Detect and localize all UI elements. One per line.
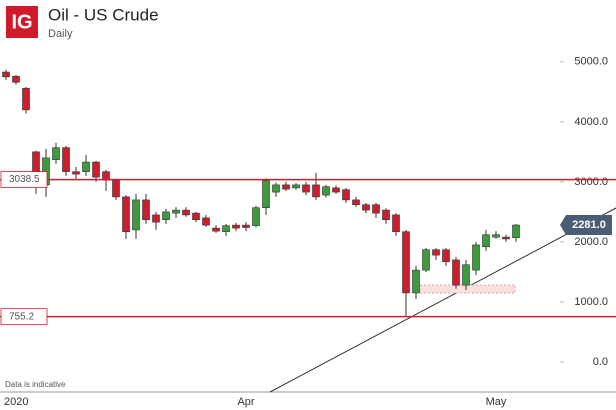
candle-body (512, 224, 520, 239)
candle-body (132, 199, 140, 231)
candle-body (2, 71, 10, 78)
candle-body (202, 217, 210, 226)
candle-body (212, 227, 220, 232)
candle-body (452, 259, 460, 286)
last-price-box (560, 215, 612, 236)
trend-line (269, 207, 616, 393)
candle-body (352, 199, 360, 206)
x-tick-label: 2020 (4, 396, 28, 408)
candle-body (482, 234, 490, 248)
footnote: Data is indicative (5, 380, 66, 389)
candle-body (402, 231, 410, 294)
y-tick-label: 5000.0 (574, 56, 608, 68)
candle-body (332, 187, 340, 193)
candle-body (182, 209, 190, 216)
candle-body (392, 214, 400, 233)
candle-body (152, 214, 160, 223)
level-label: 755.2 (9, 311, 34, 322)
y-tick-label: 1000.0 (574, 296, 608, 308)
y-tick-label: 3000.0 (574, 176, 608, 188)
candle-body (262, 180, 270, 209)
candle-body (462, 264, 470, 286)
candle-body (92, 161, 100, 178)
y-tick-label: 0.0 (593, 356, 608, 368)
candle-body (442, 249, 450, 263)
candle-body (192, 212, 200, 221)
x-tick-label: May (486, 396, 507, 408)
candle-body (372, 204, 380, 214)
candle-body (82, 161, 90, 172)
candle-body (502, 236, 510, 240)
candle-body (162, 211, 170, 221)
candle-body (252, 207, 260, 227)
y-tick-label: 2000.0 (574, 236, 608, 248)
chart-subtitle: Daily (48, 28, 73, 40)
candle-body (122, 196, 130, 233)
candle-body (412, 269, 420, 294)
logo: IG (11, 11, 32, 33)
candle-body (142, 199, 150, 221)
candle-body (342, 189, 350, 201)
level-label-box (0, 308, 48, 326)
last-price-label: 2281.0 (572, 219, 606, 231)
candle-body (62, 147, 70, 172)
level-label: 3038.5 (9, 174, 40, 185)
candle-body (382, 209, 390, 221)
level-label-box (0, 171, 48, 188)
y-tick-label: 4000.0 (574, 116, 608, 128)
candle-body (52, 147, 60, 160)
candle-body (472, 244, 480, 271)
candle-body (72, 171, 80, 175)
candle-body (272, 184, 280, 193)
candle-body (282, 184, 290, 190)
candle-body (292, 184, 300, 189)
candle-body (242, 224, 250, 228)
candle-body (362, 204, 370, 211)
candle-body (232, 224, 240, 229)
candle-body (322, 186, 330, 196)
candle-body (492, 234, 500, 238)
highlight-zone (419, 284, 516, 294)
candle-body (302, 184, 310, 193)
candle-body (112, 179, 120, 198)
candle-body (422, 249, 430, 271)
candle-body (222, 225, 230, 233)
candle-body (172, 209, 180, 214)
chart-title: Oil - US Crude (48, 5, 159, 24)
candle-body (12, 75, 20, 83)
x-tick-label: Apr (237, 396, 254, 408)
candle-body (312, 184, 320, 198)
candle-body (22, 87, 30, 111)
logo-box (6, 6, 38, 38)
candle-body (432, 249, 440, 256)
candle-body (102, 171, 110, 181)
